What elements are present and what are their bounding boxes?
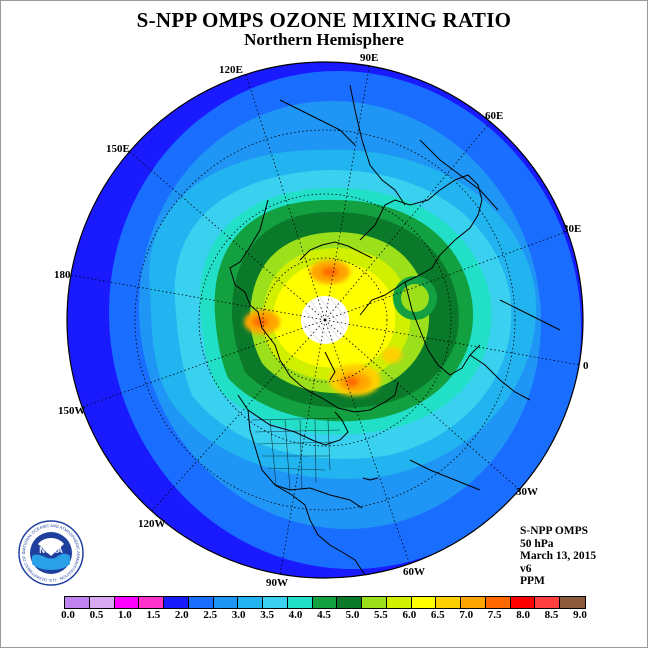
coastlines: [229, 84, 561, 578]
colorbar-swatch: [65, 597, 90, 608]
longitude-label-90w: 90W: [266, 577, 288, 589]
graticule: [69, 62, 581, 576]
longitude-label-120e: 120E: [219, 64, 243, 76]
colorbar-tick-label: 9.0: [573, 609, 587, 621]
colorbar-swatch: [436, 597, 461, 608]
colorbar-tick-label: 6.0: [402, 609, 417, 621]
colorbar-tick-label: 8.5: [544, 609, 559, 621]
longitude-label-90e: 90E: [360, 52, 379, 64]
colorbar-tick-label: 0.5: [89, 609, 104, 621]
colorbar-swatch: [114, 597, 140, 608]
colorbar-swatch: [213, 597, 239, 608]
colorbar-tick-label: 4.0: [288, 609, 303, 621]
info-version: v6: [520, 562, 532, 575]
map-boundary: [66, 61, 584, 579]
colorbar-tick-label: 2.5: [203, 609, 218, 621]
longitude-label-150e: 150E: [106, 143, 130, 155]
longitude-label-60w: 60W: [403, 566, 425, 578]
colorbar-swatch: [386, 597, 412, 608]
colorbar-swatch: [164, 597, 189, 608]
colorbar: [64, 596, 586, 609]
colorbar-tick-label: 6.5: [430, 609, 445, 621]
noaa-logo-text: NOAA: [39, 546, 63, 555]
info-block: S-NPP OMPS 50 hPa March 13, 2015 v6 PPM: [520, 525, 596, 588]
colorbar-swatch: [560, 597, 585, 608]
colorbar-swatch: [362, 597, 387, 608]
longitude-label-180: 180: [54, 269, 71, 281]
colorbar-swatch: [287, 597, 313, 608]
info-level: 50 hPa: [520, 537, 554, 550]
colorbar-tick-label: 1.5: [146, 609, 161, 621]
colorbar-tick-label: 0.0: [61, 609, 75, 621]
colorbar-tick-label: 4.5: [317, 609, 331, 621]
colorbar-swatch: [411, 597, 437, 608]
colorbar-tick-label: 1.0: [118, 609, 132, 621]
colorbar-tick-label: 8.0: [516, 609, 530, 621]
colorbar-tick-label: 5.0: [345, 609, 360, 621]
longitude-label-30w: 30W: [516, 486, 538, 498]
colorbar-swatch: [485, 597, 511, 608]
colorbar-tick-label: 2.0: [174, 609, 189, 621]
noaa-logo: NOAA NATIONAL OCEANIC AND ATMOSPHERIC AD…: [18, 520, 84, 586]
colorbar-swatch: [337, 597, 362, 608]
info-satellite: S-NPP OMPS: [520, 525, 589, 537]
longitude-label-60e: 60E: [485, 110, 504, 122]
longitude-label-150w: 150W: [58, 405, 86, 417]
colorbar-swatch: [510, 597, 536, 608]
colorbar-swatch: [312, 597, 338, 608]
longitude-label-0: 0: [583, 360, 589, 372]
colorbar-swatch: [188, 597, 214, 608]
colorbar-swatch: [89, 597, 115, 608]
colorbar-tick-label: 7.5: [487, 609, 502, 621]
colorbar-tick-labels: 0.0 0.5 1.0 1.5 2.0 2.5 3.0 3.5 4.0 4.5 5.0 5.5 6.0 6…: [0, 609, 648, 623]
colorbar-tick-label: 7.0: [459, 609, 474, 621]
colorbar-tick-label: 3.5: [260, 609, 274, 621]
ozone-field: [67, 62, 583, 578]
colorbar-swatch: [238, 597, 263, 608]
colorbar-swatch: [461, 597, 486, 608]
longitude-label-120w: 120W: [138, 518, 166, 530]
map-title: S-NPP OMPS OZONE MIXING RATIO: [136, 8, 512, 32]
colorbar-tick-label: 5.5: [374, 609, 388, 621]
info-unit: PPM: [520, 575, 545, 587]
map-subtitle: Northern Hemisphere: [244, 30, 404, 49]
colorbar-swatch: [139, 597, 164, 608]
colorbar-tick-label: 3.0: [231, 609, 246, 621]
colorbar-swatch: [263, 597, 288, 608]
info-date: March 13, 2015: [520, 550, 597, 562]
longitude-label-30e: 30E: [563, 223, 582, 235]
colorbar-swatch: [535, 597, 560, 608]
